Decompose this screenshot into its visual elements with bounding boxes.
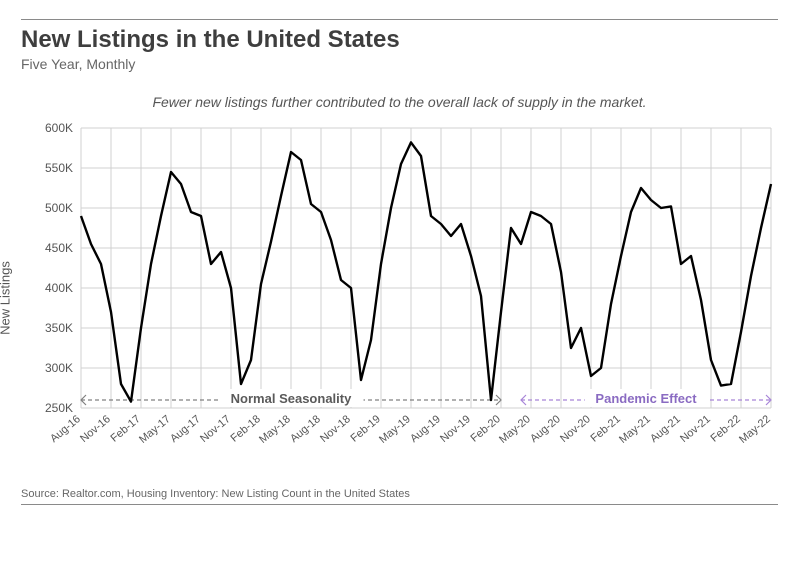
y-tick-label: 250K — [45, 401, 73, 415]
y-tick-label: 350K — [45, 321, 73, 335]
x-tick-label: Feb-19 — [349, 413, 383, 445]
y-tick-label: 600K — [45, 121, 73, 135]
chart-title: New Listings in the United States — [21, 26, 778, 54]
chart-svg: 250K300K350K400K450K500K550K600KAug-16No… — [21, 118, 781, 478]
x-tick-label: Feb-21 — [589, 413, 623, 445]
x-tick-label: Aug-16 — [48, 413, 83, 445]
x-tick-label: Nov-21 — [678, 413, 713, 445]
x-tick-label: Feb-22 — [709, 413, 743, 445]
series-line — [81, 142, 771, 401]
x-tick-label: Feb-20 — [469, 413, 503, 445]
x-tick-label: May-17 — [137, 413, 173, 446]
x-tick-label: Nov-16 — [78, 413, 113, 445]
x-tick-label: Nov-18 — [318, 413, 353, 445]
chart-container: New Listings in the United States Five Y… — [0, 0, 799, 575]
bottom-rule — [21, 504, 778, 505]
y-tick-label: 300K — [45, 361, 73, 375]
y-tick-label: 400K — [45, 281, 73, 295]
source-text: Source: Realtor.com, Housing Inventory: … — [21, 488, 778, 500]
x-tick-label: Feb-17 — [109, 413, 143, 445]
x-tick-label: May-19 — [377, 413, 413, 446]
y-axis-label: New Listings — [0, 261, 13, 335]
y-tick-label: 450K — [45, 241, 73, 255]
x-tick-label: May-21 — [617, 413, 653, 446]
x-tick-label: Nov-19 — [438, 413, 473, 445]
chart-subtitle: Five Year, Monthly — [21, 56, 778, 72]
x-tick-label: May-18 — [257, 413, 293, 446]
annotation-label: Pandemic Effect — [595, 391, 697, 406]
top-rule — [21, 19, 778, 20]
x-tick-label: Aug-17 — [168, 413, 203, 445]
x-tick-label: May-20 — [497, 413, 533, 446]
x-tick-label: Nov-17 — [198, 413, 233, 445]
x-tick-label: May-22 — [737, 413, 773, 446]
x-tick-label: Aug-21 — [648, 413, 683, 445]
y-tick-label: 500K — [45, 201, 73, 215]
annotation-label: Normal Seasonality — [231, 391, 352, 406]
x-tick-label: Aug-20 — [528, 413, 563, 445]
x-tick-label: Aug-19 — [408, 413, 443, 445]
chart-area: New Listings 250K300K350K400K450K500K550… — [21, 118, 781, 478]
x-tick-label: Feb-18 — [229, 413, 263, 445]
x-tick-label: Nov-20 — [558, 413, 593, 445]
chart-caption: Fewer new listings further contributed t… — [21, 94, 778, 110]
y-tick-label: 550K — [45, 161, 73, 175]
x-tick-label: Aug-18 — [288, 413, 323, 445]
